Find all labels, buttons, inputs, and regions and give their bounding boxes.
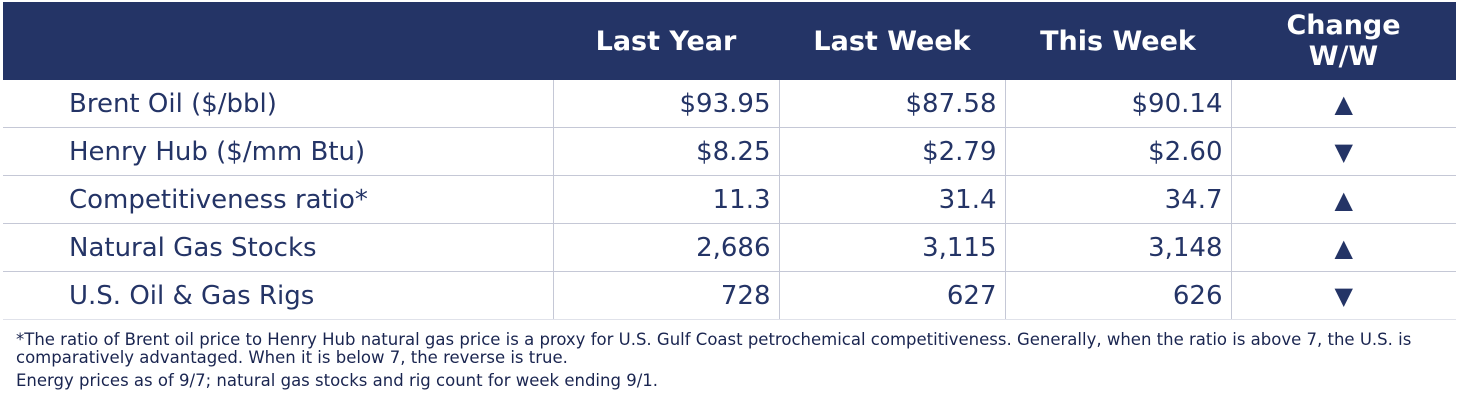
value-cell: 728: [552, 271, 779, 320]
table-row: U.S. Oil & Gas Rigs 728 627 626 ▼: [3, 271, 1456, 320]
table-row: Henry Hub ($/mm Btu) $8.25 $2.79 $2.60 ▼: [3, 127, 1456, 176]
value-cell: $90.14: [1004, 80, 1231, 128]
row-label: U.S. Oil & Gas Rigs: [3, 271, 553, 320]
value-cell: 34.7: [1004, 175, 1231, 224]
row-label: Henry Hub ($/mm Btu): [3, 127, 553, 176]
data-table: Last Year Last Week This Week Change W/W Br…: [3, 2, 1456, 320]
change-indicator: ▼: [1230, 271, 1456, 320]
table-body: Brent Oil ($/bbl) $93.95 $87.58 $90.14 ▲ Henr…: [3, 80, 1456, 320]
row-label: Competitiveness ratio*: [3, 175, 553, 224]
value-cell: 2,686: [552, 223, 779, 272]
row-label: Brent Oil ($/bbl): [3, 80, 553, 128]
footnote: *The ratio of Brent oil price to Henry H…: [16, 330, 1412, 367]
header-blank: [3, 2, 553, 80]
footnotes: *The ratio of Brent oil price to Henry H…: [16, 331, 1436, 395]
change-indicator: ▲: [1230, 175, 1456, 224]
value-cell: $87.58: [778, 80, 1005, 128]
value-cell: 31.4: [778, 175, 1005, 224]
table-row: Natural Gas Stocks 2,686 3,115 3,148 ▲: [3, 223, 1456, 272]
change-indicator: ▼: [1230, 127, 1456, 176]
column-header: Last Week: [779, 2, 1005, 80]
change-indicator: ▲: [1230, 223, 1456, 272]
value-cell: $93.95: [552, 80, 779, 128]
value-cell: 3,148: [1004, 223, 1231, 272]
table-row: Brent Oil ($/bbl) $93.95 $87.58 $90.14 ▲: [3, 80, 1456, 128]
table-row: Competitiveness ratio* 11.3 31.4 34.7 ▲: [3, 175, 1456, 224]
column-header: Last Year: [553, 2, 779, 80]
value-cell: $8.25: [552, 127, 779, 176]
value-cell: $2.60: [1004, 127, 1231, 176]
column-header: Change W/W: [1231, 2, 1456, 80]
value-cell: 626: [1004, 271, 1231, 320]
table-container: Last Year Last Week This Week Change W/W Br…: [3, 2, 1456, 320]
header-row: Last Year Last Week This Week Change W/W: [3, 2, 1456, 80]
column-header: This Week: [1005, 2, 1231, 80]
value-cell: 3,115: [778, 223, 1005, 272]
row-label: Natural Gas Stocks: [3, 223, 553, 272]
value-cell: 627: [778, 271, 1005, 320]
footnote: Energy prices as of 9/7; natural gas sto…: [16, 371, 658, 390]
change-indicator: ▲: [1230, 80, 1456, 128]
value-cell: 11.3: [552, 175, 779, 224]
value-cell: $2.79: [778, 127, 1005, 176]
